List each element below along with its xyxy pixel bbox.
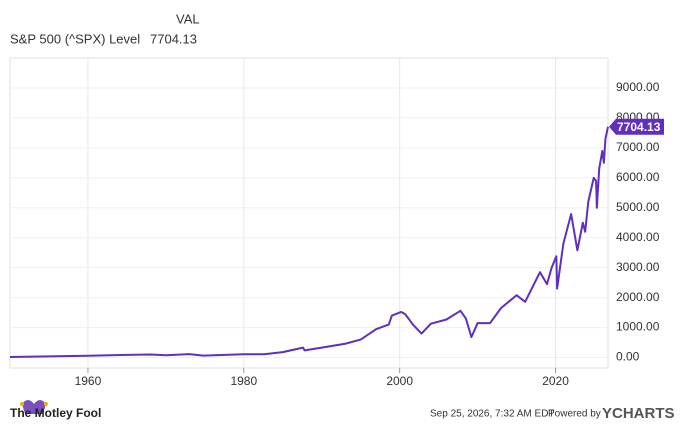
value-flag-label: 7704.13 — [617, 120, 661, 134]
x-tick-label: 2000 — [386, 374, 413, 388]
line — [9, 126, 609, 359]
x-tick-label: 1960 — [75, 374, 102, 388]
y-tick-label: 6000.00 — [616, 170, 660, 184]
logo-icon — [22, 400, 46, 414]
legend-value: 7704.13 — [150, 31, 197, 46]
value-flag — [609, 118, 664, 135]
powered-by: Powered by — [548, 409, 601, 420]
logo-icon — [20, 402, 24, 406]
legend-label: S&P 500 (^SPX) Level — [10, 31, 140, 46]
logo — [20, 400, 48, 414]
y-tick-label: 9000.00 — [616, 80, 660, 94]
x-tick-label: 1980 — [230, 374, 257, 388]
provider: YCHARTS — [602, 405, 675, 422]
y-tick-label: 3000.00 — [616, 260, 660, 274]
y-tick-label: 0.00 — [616, 350, 640, 364]
plot-frame — [9, 57, 609, 369]
brand: The Motley Fool — [10, 406, 101, 420]
y-tick-label: 1000.00 — [616, 320, 660, 334]
y-tick-label: 2000.00 — [616, 290, 660, 304]
timestamp: Sep 25, 2026, 7:32 AM EDT — [430, 409, 555, 420]
x-tick-label: 2020 — [542, 374, 569, 388]
logo-icon — [44, 402, 48, 406]
y-tick-label: 5000.00 — [616, 200, 660, 214]
value-header: VAL — [176, 11, 200, 26]
y-tick-label: 4000.00 — [616, 230, 660, 244]
y-tick-label: 7000.00 — [616, 140, 660, 154]
